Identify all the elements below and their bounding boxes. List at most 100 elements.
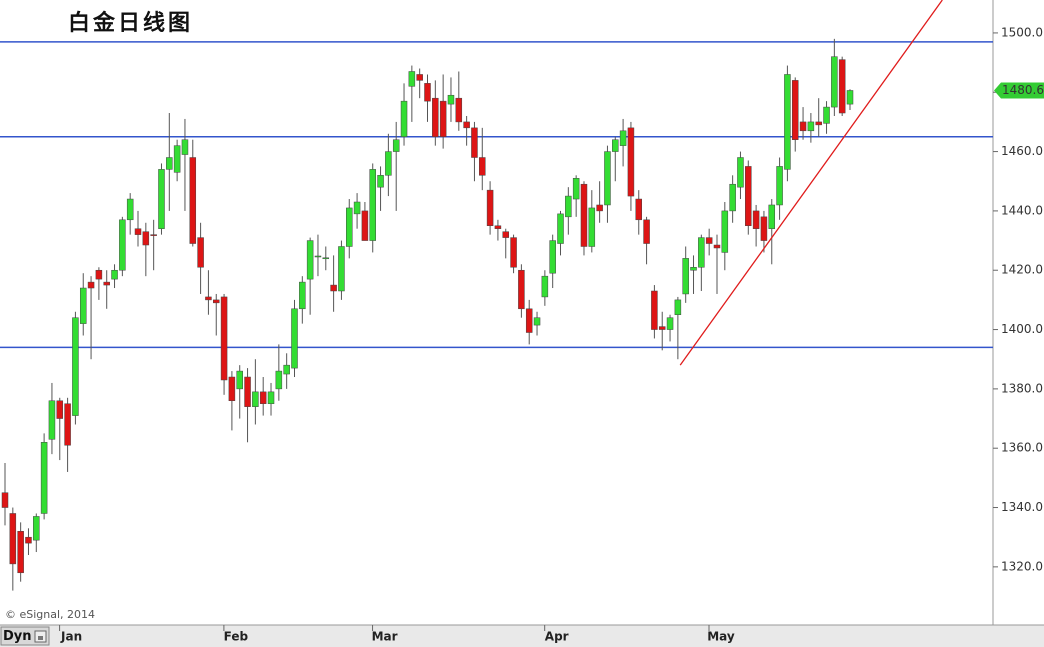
candle-body: [705, 237, 713, 244]
y-tick-label: 1400.0: [1001, 322, 1043, 336]
candle-body: [408, 71, 416, 87]
candle-body: [807, 121, 815, 132]
candle-body: [361, 210, 369, 241]
candle-body: [752, 210, 760, 229]
candle-body: [205, 296, 212, 301]
candle-body: [619, 130, 627, 146]
candle-body: [424, 83, 431, 102]
x-tick-label: May: [707, 630, 735, 644]
candle-body: [596, 204, 603, 212]
candle-body: [181, 139, 189, 155]
candle-body: [525, 308, 533, 333]
candle-body: [494, 225, 502, 229]
candle-body: [299, 281, 306, 310]
candle-body: [745, 166, 752, 226]
candle-body: [565, 195, 572, 218]
candle-body: [737, 157, 744, 188]
x-tick-label: Feb: [224, 630, 249, 644]
candle-body: [760, 216, 768, 241]
candle-body: [791, 80, 799, 140]
candle-body: [666, 317, 674, 330]
candle-body: [612, 139, 619, 152]
candle-body: [197, 237, 204, 268]
candle-body: [385, 151, 392, 176]
candle-body: [353, 201, 361, 215]
candle-body: [189, 157, 197, 244]
candle-body: [486, 189, 494, 226]
candle-body: [103, 281, 110, 286]
candle-body: [166, 157, 173, 170]
candle-body: [64, 403, 71, 446]
candle-body: [1, 492, 9, 508]
plot-area: [0, 0, 993, 591]
candle-body: [25, 536, 32, 544]
candle-body: [635, 198, 642, 221]
candle-body: [346, 207, 353, 247]
candle-body: [9, 513, 17, 565]
y-tick-label: 1460.0: [1001, 144, 1043, 158]
candle-body: [79, 287, 87, 324]
candle-body: [134, 228, 142, 235]
candle-body: [729, 183, 736, 212]
candle-body: [471, 127, 478, 158]
candle-body: [119, 219, 126, 271]
candle-body: [823, 106, 830, 124]
candle-body: [259, 391, 267, 404]
y-tick-label: 1500.0: [1001, 25, 1043, 39]
candle-body: [658, 326, 666, 330]
candle-body: [244, 376, 251, 407]
candle-body: [572, 178, 580, 200]
candle-body: [228, 376, 236, 401]
candle-body: [721, 210, 729, 253]
candle-body: [799, 121, 807, 132]
candle-body: [400, 100, 408, 137]
candle-body: [541, 275, 549, 298]
axis-layer: 1320.0 1340.0 1360.0 1380.0 1400.0 1420.0 1440…: [59, 25, 1044, 644]
candle-body: [651, 290, 658, 330]
y-tick-label: 1380.0: [1001, 381, 1043, 395]
candle-body: [533, 317, 541, 326]
candle-body: [557, 213, 564, 244]
candle-body: [95, 269, 103, 280]
candle-body: [322, 257, 330, 260]
candle-body: [236, 370, 243, 390]
candle-body: [72, 317, 79, 416]
candle-body: [713, 244, 721, 249]
x-tick-label: Apr: [545, 630, 569, 644]
x-axis-strip: [0, 625, 1044, 647]
candle-body: [604, 151, 611, 206]
candle-body: [776, 166, 783, 206]
candle-body: [447, 94, 455, 105]
candle-body: [306, 240, 314, 280]
button-label[interactable]: Dyn: [3, 629, 32, 644]
y-tick-label: 1420.0: [1001, 263, 1043, 277]
y-tick-label: 1440.0: [1001, 203, 1043, 217]
candle-body: [831, 56, 838, 108]
candle-body: [87, 281, 95, 289]
candle-body: [502, 231, 509, 238]
candle-body: [283, 364, 290, 375]
candle-body: [267, 391, 275, 404]
candle-body: [33, 516, 40, 541]
candle-body: [314, 255, 322, 258]
lock-body: [38, 636, 43, 640]
candle-body: [126, 198, 134, 221]
candle-body: [213, 299, 220, 304]
candle-body: [17, 531, 24, 574]
dyn-button[interactable]: Dyn: [0, 626, 50, 646]
candle-body: [220, 296, 228, 381]
candle-body: [690, 267, 697, 271]
candle-body: [698, 237, 705, 268]
candle-body: [111, 269, 118, 280]
copyright: © eSignal, 2014: [5, 608, 95, 621]
candle-body: [455, 97, 463, 123]
candle-body: [627, 127, 635, 197]
candle-body: [150, 234, 157, 236]
last-price-tag: [994, 82, 1044, 99]
candle-body: [291, 308, 298, 369]
candle-body: [432, 97, 439, 137]
candle-body: [416, 74, 423, 81]
y-tick-label: 1360.0: [1001, 441, 1043, 455]
candle-body: [682, 258, 689, 295]
